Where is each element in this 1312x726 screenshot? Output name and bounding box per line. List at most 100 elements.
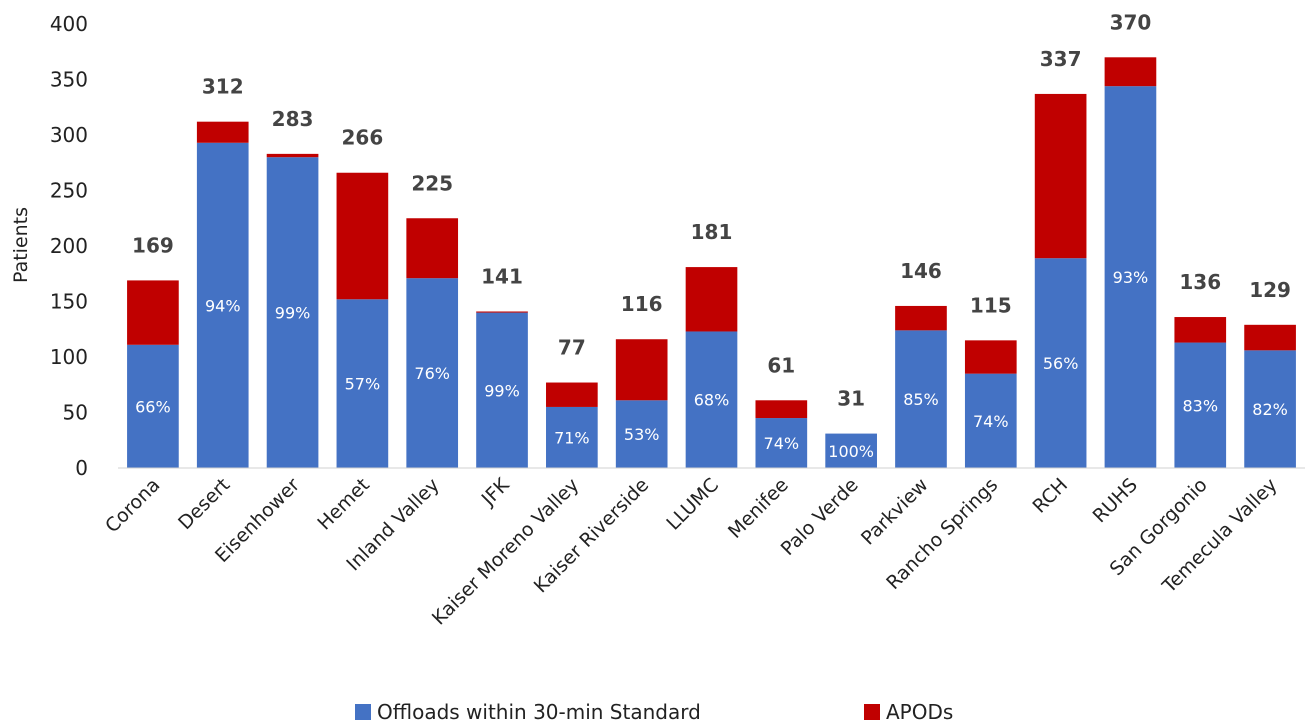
bar-apods — [1034, 93, 1087, 259]
bar-group: 82% 129 — [1244, 278, 1296, 468]
bar-group: 53% 116 — [615, 292, 668, 468]
y-tick-label: 300 — [50, 123, 88, 147]
percent-label: 85% — [903, 390, 939, 409]
legend-label-apods: APODs — [886, 700, 953, 724]
bar-apods — [1104, 57, 1157, 87]
category-label: Desert — [174, 474, 234, 534]
percent-label: 99% — [275, 304, 311, 323]
legend-label-offloads: Offloads within 30-min Standard — [377, 700, 701, 724]
bar-offloads — [476, 312, 528, 468]
bar-apods — [406, 218, 459, 279]
bar-apods — [266, 153, 319, 158]
bar-group: 100% 31 — [825, 387, 877, 468]
y-axis-label: Patients — [10, 207, 32, 283]
bar-group: 56% 337 — [1034, 47, 1087, 468]
bar-offloads — [406, 278, 459, 468]
bar-offloads — [1034, 258, 1087, 468]
total-label: 141 — [481, 264, 523, 288]
bar-group: 94% 312 — [196, 75, 249, 468]
category-label: RUHS — [1089, 474, 1142, 527]
total-label: 77 — [558, 336, 586, 360]
y-tick-label: 200 — [50, 234, 88, 258]
percent-label: 68% — [694, 391, 730, 410]
bar-offloads — [964, 373, 1017, 468]
category-label: Temecula Valley — [1158, 474, 1282, 598]
total-label: 370 — [1110, 10, 1152, 34]
bar-offloads — [1104, 86, 1157, 468]
percent-label: 100% — [828, 442, 874, 461]
y-tick-label: 350 — [50, 68, 88, 92]
bar-offloads — [685, 331, 738, 468]
y-axis: 0 50 100 150 200 250 300 350 400 — [50, 12, 88, 480]
total-label: 225 — [411, 171, 453, 195]
bar-apods — [685, 267, 738, 332]
percent-label: 53% — [624, 425, 660, 444]
bar-apods — [895, 305, 947, 331]
bar-offloads — [1174, 342, 1227, 468]
y-tick-label: 50 — [63, 401, 88, 425]
category-label: LLUMC — [662, 474, 723, 535]
bar-offloads — [895, 330, 947, 468]
bar-apods — [127, 280, 179, 345]
bar-apods — [196, 121, 249, 143]
y-tick-label: 400 — [50, 12, 88, 36]
legend-swatch-offloads — [355, 704, 371, 720]
bar-group: 76% 225 — [406, 171, 459, 468]
total-label: 116 — [621, 292, 663, 316]
total-label: 312 — [202, 75, 244, 99]
percent-label: 66% — [135, 397, 171, 416]
bar-apods — [615, 339, 668, 401]
percent-label: 82% — [1252, 400, 1288, 419]
total-label: 181 — [691, 220, 733, 244]
total-label: 115 — [970, 293, 1012, 317]
bars: 66%16994%31299%28357%26676%22599%14171%7… — [127, 10, 1296, 468]
total-label: 283 — [272, 107, 314, 131]
percent-label: 71% — [554, 428, 590, 447]
bar-offloads — [1244, 350, 1296, 468]
bar-group: 57% 266 — [336, 126, 389, 468]
bar-apods — [336, 172, 389, 300]
percent-label: 56% — [1043, 354, 1079, 373]
bar-offloads — [825, 433, 877, 468]
percent-label: 99% — [484, 381, 520, 400]
percent-label: 74% — [764, 434, 800, 453]
legend-swatch-apods — [864, 704, 880, 720]
bar-offloads — [336, 299, 389, 468]
bar-offloads — [546, 406, 598, 468]
total-label: 146 — [900, 259, 942, 283]
total-label: 169 — [132, 233, 174, 257]
y-tick-label: 100 — [50, 345, 88, 369]
total-label: 266 — [342, 126, 384, 150]
bar-group: 83% 136 — [1174, 270, 1227, 468]
bar-group: 93% 370 — [1104, 10, 1157, 468]
bar-apods — [964, 340, 1017, 374]
bar-group: 85% 146 — [895, 259, 947, 468]
bar-group: 68% 181 — [685, 220, 738, 468]
total-label: 337 — [1040, 47, 1082, 71]
bar-offloads — [615, 400, 668, 468]
category-label: JFK — [477, 474, 514, 511]
legend: Offloads within 30-min Standard APODs — [355, 700, 953, 724]
y-tick-label: 150 — [50, 290, 88, 314]
bar-group: 99% 141 — [476, 264, 528, 468]
bar-apods — [1244, 324, 1296, 351]
percent-label: 93% — [1113, 268, 1149, 287]
percent-label: 83% — [1182, 396, 1218, 415]
bar-apods — [755, 400, 808, 419]
bar-group: 71% 77 — [546, 336, 598, 468]
bar-offloads — [755, 418, 808, 468]
bar-group: 74% 115 — [964, 293, 1017, 468]
total-label: 61 — [767, 353, 795, 377]
total-label: 136 — [1179, 270, 1221, 294]
bar-offloads — [196, 142, 249, 468]
percent-label: 57% — [345, 375, 381, 394]
bar-group: 66% 169 — [127, 233, 179, 468]
percent-label: 76% — [414, 364, 450, 383]
percent-label: 94% — [205, 296, 241, 315]
y-tick-label: 250 — [50, 179, 88, 203]
bar-apods — [476, 311, 528, 313]
total-label: 129 — [1249, 278, 1291, 302]
bar-offloads — [266, 157, 319, 468]
